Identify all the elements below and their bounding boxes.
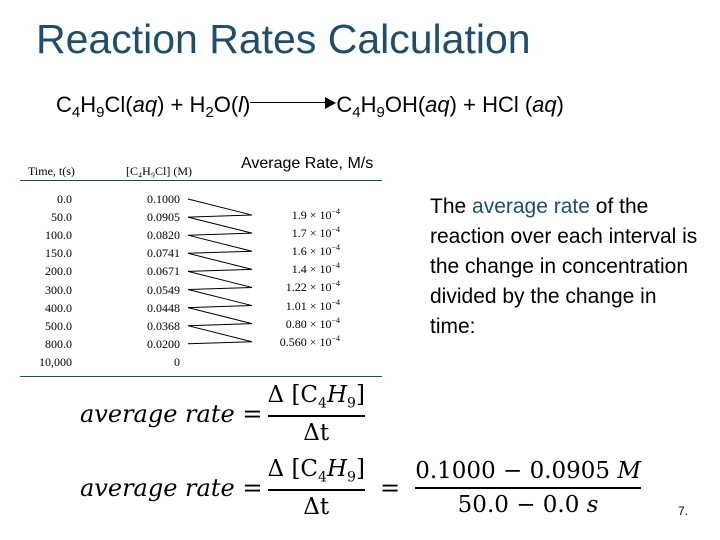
reaction-arrow-icon [250,96,337,110]
formula-fraction: Δ [C4H9] Δt [267,382,365,446]
time-cell: 100.0 [45,228,72,243]
table-top-rule [20,180,382,181]
interval-bracket [187,325,253,345]
interval-bracket [187,234,253,254]
slide-title: Reaction Rates Calculation [36,16,531,62]
rate-cell: 1.4 × 10−4 [291,261,340,277]
rate-cell: 1.6 × 10−4 [291,243,340,259]
reactant-1: C4H9Cl(aq) [56,92,165,121]
average-rate-header: Average Rate, M/s [241,155,374,172]
interval-bracket [187,307,253,327]
formula2-denominator: Δt [303,493,330,520]
formula2-fraction-numeric: 0.1000 − 0.0905 M 50.0 − 0.0 s [415,458,641,518]
time-cell: 10,000 [39,354,72,369]
rate-cell: 1.7 × 10−4 [291,225,340,241]
formula-definition: average rate = Δ [C4H9] Δt [80,382,365,446]
rate-cell: 1.22 × 10−4 [285,279,340,295]
concentration-cell: 0.0200 [147,336,180,351]
concentration-cell: 0.0448 [147,300,180,315]
description-text: The average rate of the reaction over ea… [430,195,698,338]
formula2-numerator: Δ [C4H9] [267,456,365,486]
time-cell: 200.0 [45,264,72,279]
concentration-cell: 0.0671 [147,264,180,279]
time-cell: 500.0 [45,318,72,333]
formula2-numeric-numerator: 0.1000 − 0.0905 M [415,457,641,484]
interval-zigzag [187,198,253,345]
formula-lhs: average rate = [80,399,263,428]
interval-bracket [187,252,253,272]
concentration-cell: 0 [174,354,180,369]
formula2-lhs: average rate = [80,473,263,502]
interval-bracket [187,289,253,309]
interval-bracket [187,216,253,236]
concentration-cell: 0.0741 [147,246,180,261]
time-cell: 50.0 [51,210,72,225]
interval-bracket [187,270,253,290]
rate-cell: 0.80 × 10−4 [285,315,340,331]
time-cell: 300.0 [45,282,72,297]
formula2-numeric-denominator: 50.0 − 0.0 s [457,491,599,518]
product-1: C4H9OH(aq) [336,92,457,121]
concentration-cell: 0.0905 [147,210,180,225]
formula-numerator: Δ [C4H9] [267,382,365,412]
time-cell: 0.0 [57,192,72,206]
page-number: 7. [677,504,688,518]
rate-cell: 0.560 × 10−4 [279,333,340,349]
reactant-2: H2O(l) [189,92,251,121]
rate-cell: 1.01 × 10−4 [285,297,340,313]
rate-table: Time, t(s) [C₄H₉Cl] (M) 0.0 0.1000 50.0 0.0… [20,158,382,380]
reaction-equation: C4H9Cl(aq) + H2O(l) C4H9OH(aq) + HCl (aq) [56,92,564,121]
column-header-time: Time, t(s) [28,164,75,178]
formula2-equals: = [380,473,401,502]
interval-bracket [187,198,253,218]
concentration-cell: 0.0820 [147,228,180,243]
concentration-cell: 0.0549 [147,282,180,297]
column-header-concentration: [C₄H₉Cl] (M) [126,164,193,178]
product-2: HCl (aq) [482,92,564,117]
concentration-cell: 0.0368 [147,318,180,333]
concentration-cell: 0.1000 [147,192,180,206]
formula-calculation: average rate = Δ [C4H9] Δt = 0.1000 − 0.… [80,456,641,520]
table-bottom-rule [20,376,382,377]
rate-cell: 1.9 × 10−4 [291,207,340,223]
time-cell: 150.0 [45,246,72,261]
time-cell: 800.0 [45,336,72,351]
average-rate-highlight: average rate [472,195,590,218]
formula-denominator: Δt [303,419,330,446]
time-cell: 400.0 [45,300,72,315]
formula2-fraction-symbolic: Δ [C4H9] Δt [267,456,365,520]
